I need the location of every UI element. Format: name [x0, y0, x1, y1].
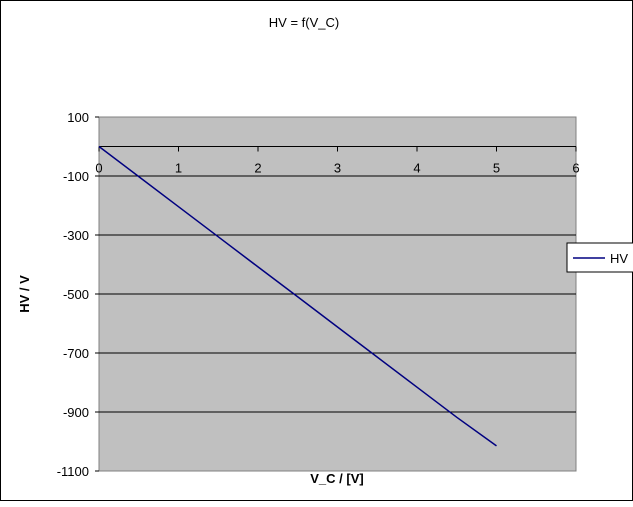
y-axis-ticks: 100 -100 -300 -500 -700 -900 -1100 — [57, 110, 99, 479]
legend: HV — [566, 242, 633, 273]
y-tick-label: 100 — [67, 110, 89, 125]
x-tick-label: 5 — [493, 161, 500, 176]
legend-label-hv: HV — [610, 251, 628, 266]
series-layer — [98, 145, 497, 447]
y-tick-label: -100 — [63, 169, 89, 184]
x-tick-label: 6 — [572, 161, 579, 176]
x-tick-label: 1 — [175, 161, 182, 176]
x-axis-label: V_C / [V] — [310, 471, 363, 486]
x-tick-label: 0 — [95, 161, 102, 176]
x-tick-label: 4 — [413, 161, 420, 176]
y-tick-label: -300 — [63, 228, 89, 243]
x-tick-label: 2 — [254, 161, 261, 176]
series-line-hv — [98, 145, 497, 447]
y-tick-label: -700 — [63, 346, 89, 361]
chart-title: HV = f(V_C) — [269, 15, 339, 30]
y-tick-label: -1100 — [57, 464, 89, 479]
y-axis-label: HV / V — [17, 275, 32, 313]
y-tick-label: -900 — [63, 405, 89, 420]
x-tick-label: 3 — [334, 161, 341, 176]
y-tick-label: -500 — [63, 287, 89, 302]
x-axis: 0 1 2 3 4 5 6 — [95, 146, 580, 176]
gridlines — [99, 175, 576, 413]
